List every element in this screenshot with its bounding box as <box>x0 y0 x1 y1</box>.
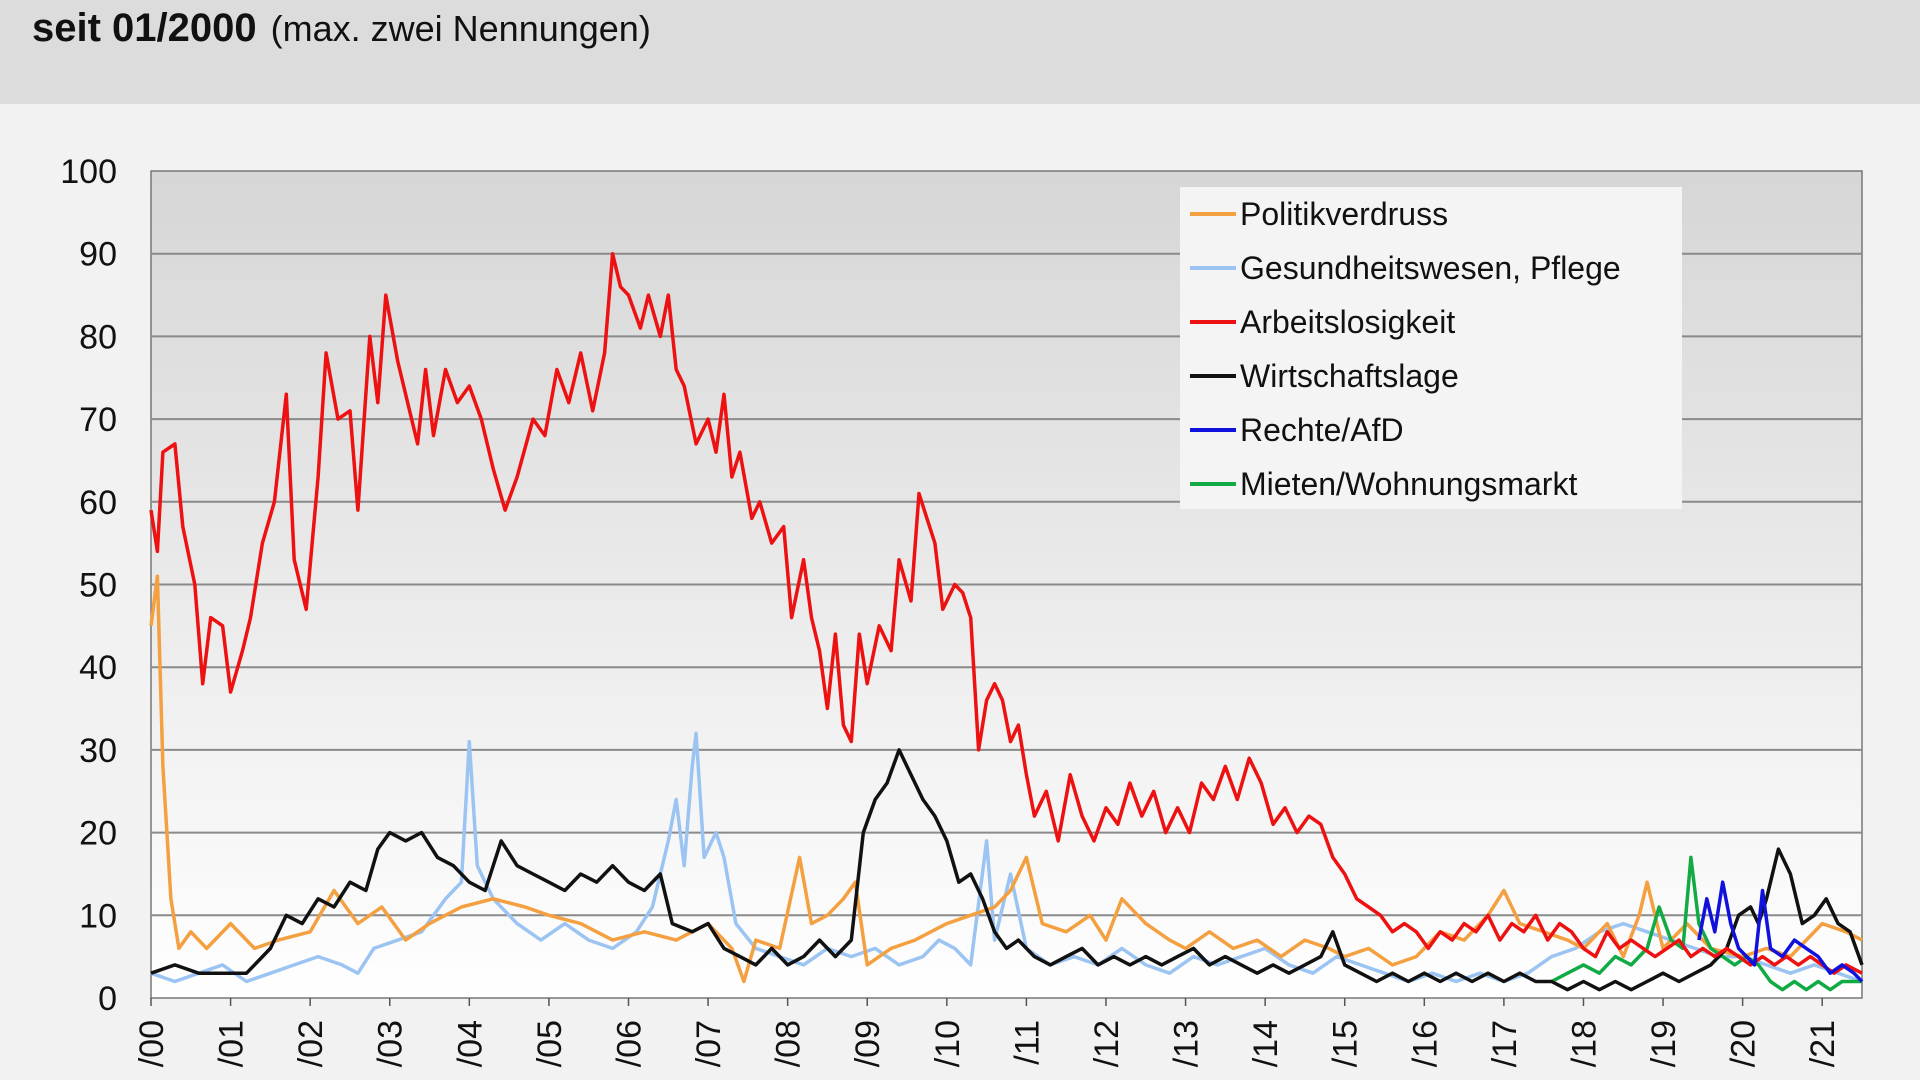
x-tick-label: /13 <box>1168 1020 1206 1067</box>
x-tick-label: /16 <box>1406 1020 1444 1067</box>
x-tick-label: /03 <box>372 1020 410 1067</box>
x-tick-label: /05 <box>531 1020 569 1067</box>
y-tick-label: 40 <box>79 649 117 687</box>
x-tick-label: /07 <box>690 1020 728 1067</box>
y-tick-label: 80 <box>79 318 117 356</box>
legend: Politikverdruss Gesundheitswesen, Pflege A… <box>1180 187 1682 509</box>
legend-box <box>1180 187 1682 509</box>
series-lines <box>149 251 1864 992</box>
legend-label: Mieten/Wohnungsmarkt <box>1240 466 1577 502</box>
series-line-wirtschaftslage <box>150 748 1864 992</box>
series-line-arbeitslosigkeit <box>149 251 1863 975</box>
y-axis: 0 10 20 30 40 50 60 70 80 90 100 <box>60 153 117 1018</box>
legend-label: Politikverdruss <box>1240 196 1448 232</box>
x-tick-label: /14 <box>1247 1020 1285 1067</box>
x-axis: /00/01/02/03/04/05/06/07/08/09/10/11/12 /… <box>133 998 1842 1067</box>
chart-subtitle: seit 01/2000 <box>32 6 257 50</box>
legend-label: Gesundheitswesen, Pflege <box>1240 250 1621 286</box>
series-line-gesundheitswesen-pflege <box>150 731 1863 984</box>
x-tick-label: /11 <box>1008 1020 1046 1065</box>
x-tick-label: /08 <box>770 1020 808 1067</box>
x-tick-label: /01 <box>213 1020 251 1067</box>
line-chart: 0 10 20 30 40 50 60 70 80 90 100 /00/01/02/03/04/0… <box>60 153 1864 1067</box>
legend-label: Arbeitslosigkeit <box>1240 304 1455 340</box>
chart-subtitle-line: seit 01/2000 (max. zwei Nennungen) <box>32 6 651 51</box>
x-tick-label: /00 <box>133 1020 171 1067</box>
x-tick-label: /06 <box>610 1020 648 1067</box>
x-tick-label: /21 <box>1804 1020 1842 1067</box>
x-tick-label: /20 <box>1725 1020 1763 1067</box>
series-line-mieten-wohnungsmarkt <box>1550 855 1862 992</box>
y-tick-label: 60 <box>79 484 117 522</box>
chart-header: seit 01/2000 (max. zwei Nennungen) <box>0 0 1920 104</box>
x-tick-label: /09 <box>849 1020 887 1067</box>
series-line-politikverdruss <box>149 574 1863 984</box>
series-line-rechte-afd <box>1697 880 1864 983</box>
x-tick-label: /18 <box>1565 1020 1603 1067</box>
y-tick-label: 70 <box>79 401 117 439</box>
x-tick-label: /10 <box>929 1020 967 1067</box>
legend-label: Wirtschaftslage <box>1240 358 1459 394</box>
y-tick-label: 100 <box>60 153 117 191</box>
y-tick-label: 0 <box>98 980 117 1018</box>
y-tick-label: 90 <box>79 236 117 274</box>
y-tick-label: 30 <box>79 732 117 770</box>
x-tick-label: /17 <box>1486 1020 1524 1067</box>
y-tick-label: 20 <box>79 815 117 853</box>
x-tick-label: /19 <box>1645 1020 1683 1067</box>
y-tick-label: 10 <box>79 897 117 935</box>
chart-note: (max. zwei Nennungen) <box>270 8 651 49</box>
x-tick-label: /15 <box>1327 1020 1365 1067</box>
y-tick-label: 50 <box>79 567 117 605</box>
legend-label: Rechte/AfD <box>1240 412 1404 448</box>
x-tick-label: /02 <box>292 1020 330 1067</box>
x-tick-label: /12 <box>1088 1020 1126 1067</box>
x-tick-label: /04 <box>451 1020 489 1067</box>
